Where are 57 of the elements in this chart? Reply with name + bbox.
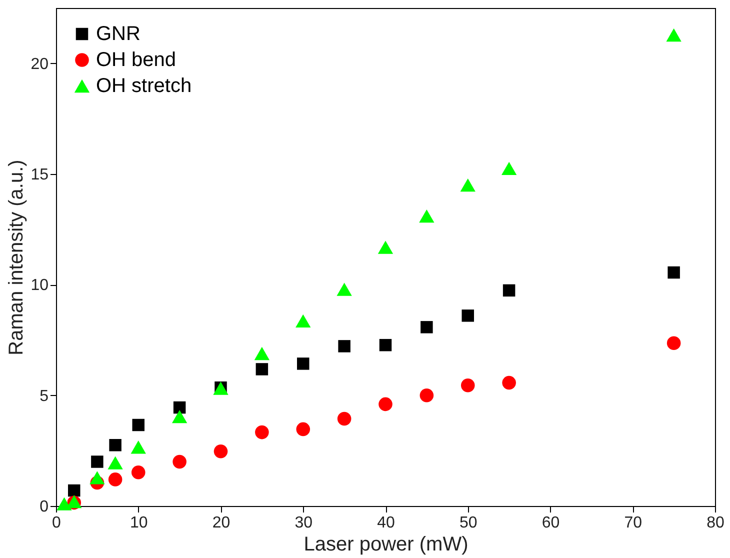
legend-label: OH bend [96,49,176,71]
x-tick-label: 30 [294,514,313,532]
point [379,338,392,352]
point [668,266,680,279]
point [462,310,474,322]
legend-label: OH stretch [96,75,192,97]
y-tick-label: 0 [40,498,49,516]
x-tick-label: 50 [459,514,478,532]
y-tick-label: 5 [40,388,49,405]
point [420,388,434,402]
y-tick-label: 10 [30,277,49,294]
point [68,484,80,497]
x-axis-title: Laser power (mW) [304,534,468,556]
point [108,456,123,470]
point [666,336,681,350]
point [666,28,682,42]
point [254,346,270,360]
x-tick-label: 0 [52,514,62,532]
point [502,376,516,390]
point [109,439,122,452]
y-axis-title: Raman intensity (a.u.) [6,160,28,356]
point [296,422,310,436]
point [256,363,268,376]
point [338,340,350,352]
point [502,284,516,297]
x-tick-label: 80 [706,514,724,532]
point [132,418,144,432]
point [297,358,310,370]
point [337,412,352,426]
point [336,282,352,296]
legend-label: GNR [96,23,140,45]
point [173,401,186,414]
point [172,410,188,424]
point [214,444,228,458]
point [378,240,394,254]
y-tick-label: 15 [30,166,49,184]
x-tick-label: 40 [377,514,395,532]
point [460,178,476,192]
point [460,378,475,392]
point [420,321,433,334]
point [130,440,146,454]
point [501,162,517,176]
point [419,209,434,223]
point [108,472,122,486]
x-tick-label: 10 [130,514,148,532]
x-tick-label: 70 [624,514,642,532]
point [91,456,104,468]
point [131,465,146,480]
y-tick-label: 20 [30,56,49,73]
point [255,425,269,440]
point [378,397,392,412]
point [90,471,105,484]
x-tick-label: 60 [542,514,560,532]
x-tick-label: 20 [212,514,230,532]
point [296,314,311,328]
point [56,497,72,510]
point [172,454,186,469]
